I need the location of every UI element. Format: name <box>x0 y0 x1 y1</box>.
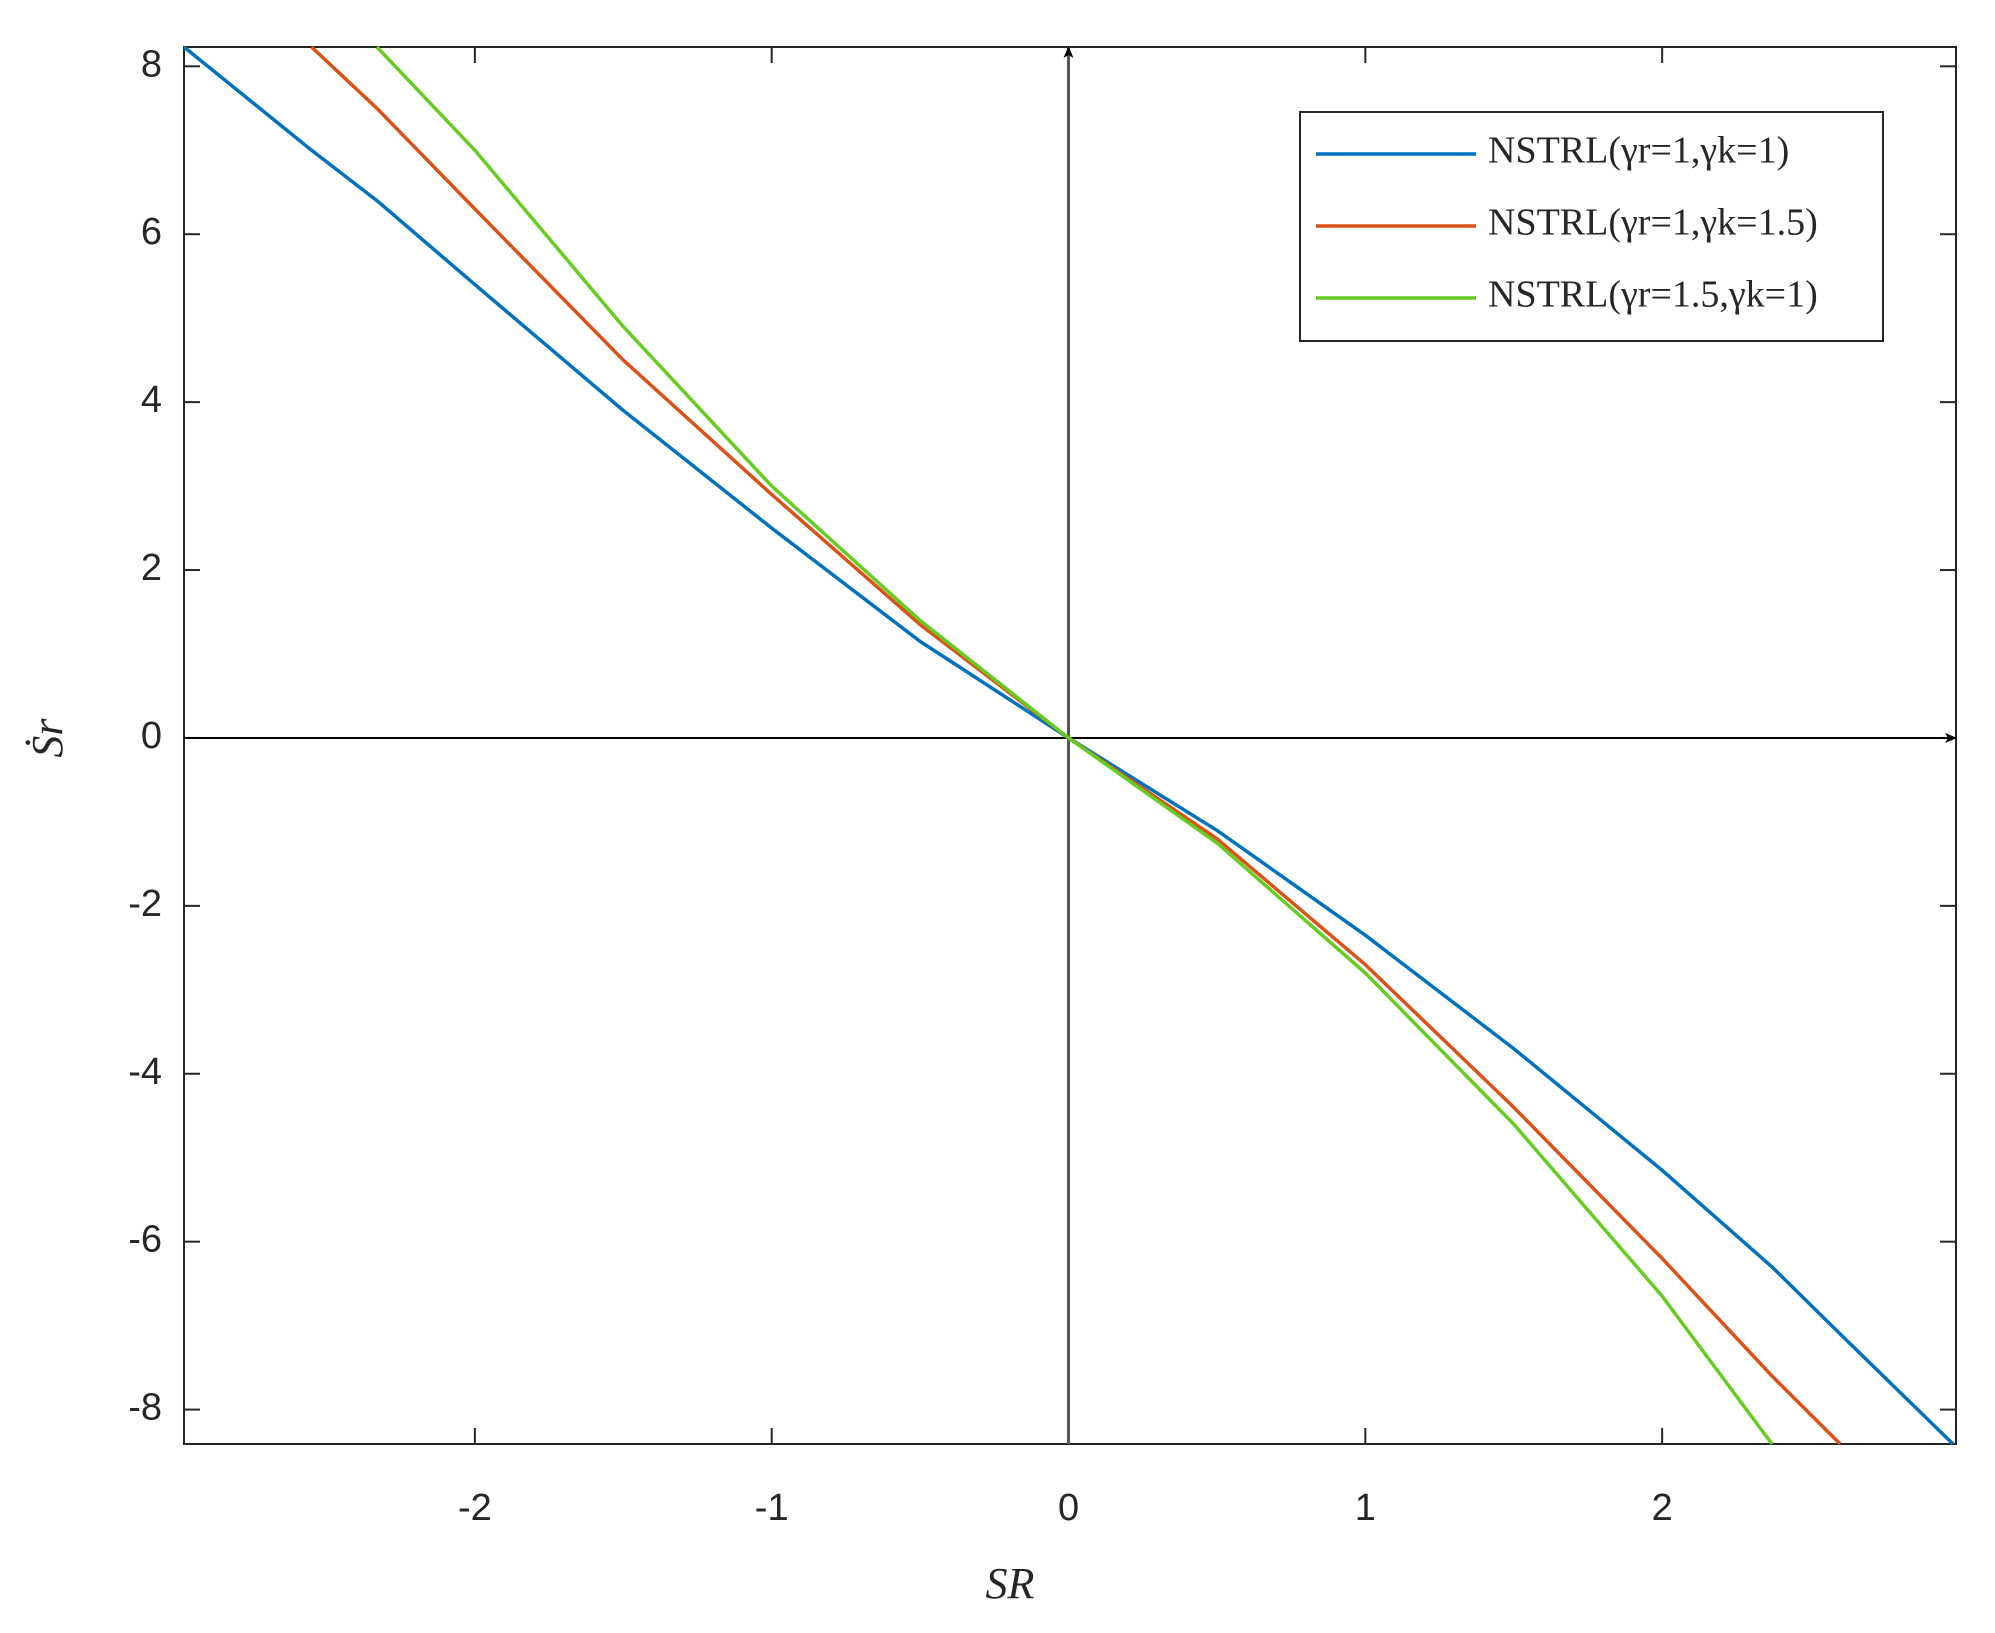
legend-label: NSTRL(γr=1.5,γk=1) <box>1488 274 1818 316</box>
y-tick-label: 4 <box>141 379 162 421</box>
x-tick-label: 2 <box>1652 1487 1673 1529</box>
y-tick-label: 2 <box>141 547 162 589</box>
y-tick-label: 8 <box>141 43 162 85</box>
y-tick-label: 0 <box>141 715 162 757</box>
x-tick-label: -2 <box>458 1487 492 1529</box>
x-tick-label: -1 <box>755 1487 789 1529</box>
x-axis-label: SR <box>986 1559 1035 1608</box>
series-line <box>375 45 1774 1446</box>
y-tick-label: -6 <box>128 1219 162 1261</box>
x-tick-label: 1 <box>1355 1487 1376 1529</box>
y-tick-label: -2 <box>128 883 162 925</box>
y-tick-label: -8 <box>128 1387 162 1429</box>
x-tick-label: 0 <box>1058 1487 1079 1529</box>
legend-label: NSTRL(γr=1,γk=1) <box>1488 130 1789 172</box>
y-axis-label: Ṡr <box>23 718 72 758</box>
legend-label: NSTRL(γr=1,γk=1.5) <box>1488 202 1818 244</box>
y-tick-label: 6 <box>141 211 162 253</box>
y-tick-label: -4 <box>128 1051 162 1093</box>
